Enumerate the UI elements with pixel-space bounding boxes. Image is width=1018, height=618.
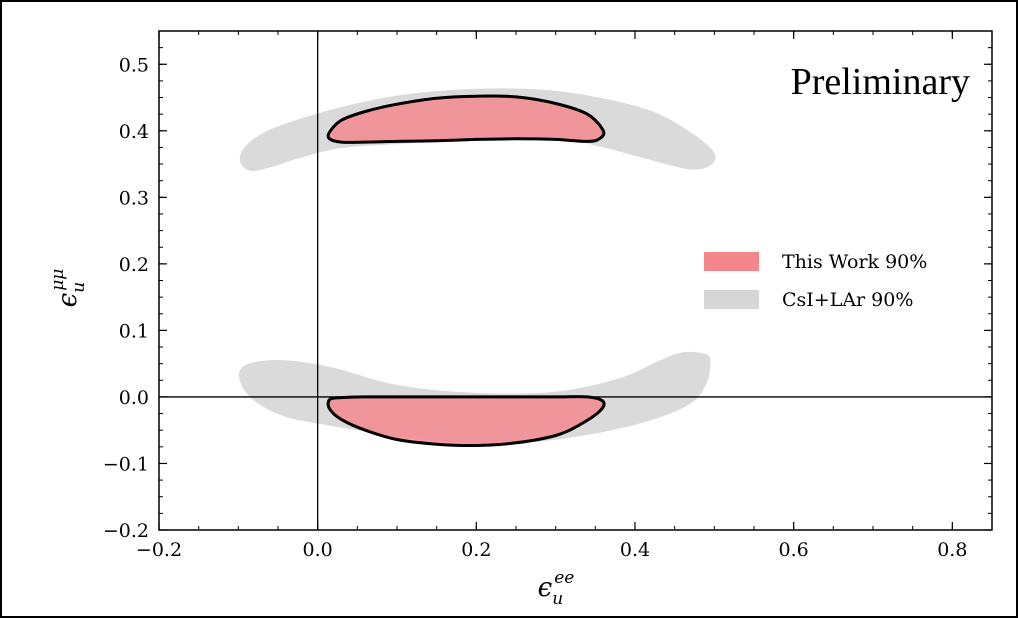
this-work-region-1 — [326, 94, 606, 144]
reference-lines — [159, 31, 992, 530]
y-tick-label: 0.2 — [119, 254, 149, 276]
y-axis-label: ϵuμμ — [48, 269, 89, 308]
legend-swatch-this-work — [704, 252, 759, 271]
csi-lar-regions — [238, 88, 716, 444]
y-tick-label: 0.0 — [119, 387, 149, 409]
y-axis-ticks: −0.2 −0.1 0.0 0.1 0.2 0.3 0.4 0.5 — [103, 30, 992, 542]
y-axis-label-base: ϵ — [53, 292, 83, 307]
x-tick-label: 0.0 — [303, 539, 333, 561]
x-axis-label-sup: ee — [554, 568, 574, 588]
x-tick-label: −0.2 — [136, 539, 182, 561]
y-axis-label-sub: u — [69, 282, 89, 293]
y-axis-label-group: ϵuμμ — [48, 269, 89, 308]
x-axis-label-sub: u — [552, 589, 563, 609]
legend: This Work 90% CsI+LAr 90% — [704, 251, 927, 311]
y-tick-label: 0.5 — [119, 54, 149, 76]
y-axis-label-sup: μμ — [48, 269, 68, 291]
legend-label-csi-lar: CsI+LAr 90% — [782, 289, 913, 311]
y-tick-label: 0.1 — [119, 320, 149, 342]
y-tick-label: −0.2 — [103, 520, 149, 542]
x-tick-label: 0.2 — [461, 539, 491, 561]
y-tick-label: −0.1 — [103, 453, 149, 475]
x-axis-label: ϵuee — [538, 568, 575, 609]
legend-label-this-work: This Work 90% — [782, 251, 927, 273]
x-axis-ticks: −0.2 0.0 0.2 0.4 0.6 0.8 — [136, 31, 993, 561]
y-tick-label: 0.4 — [119, 121, 149, 143]
y-tick-label: 0.3 — [119, 187, 149, 209]
legend-swatch-csi-lar — [704, 290, 759, 309]
x-tick-label: 0.8 — [937, 539, 967, 561]
preliminary-annotation: Preliminary — [791, 61, 970, 103]
x-axis-label-base: ϵ — [538, 573, 553, 603]
x-tick-label: 0.4 — [620, 539, 650, 561]
x-tick-label: 0.6 — [779, 539, 809, 561]
